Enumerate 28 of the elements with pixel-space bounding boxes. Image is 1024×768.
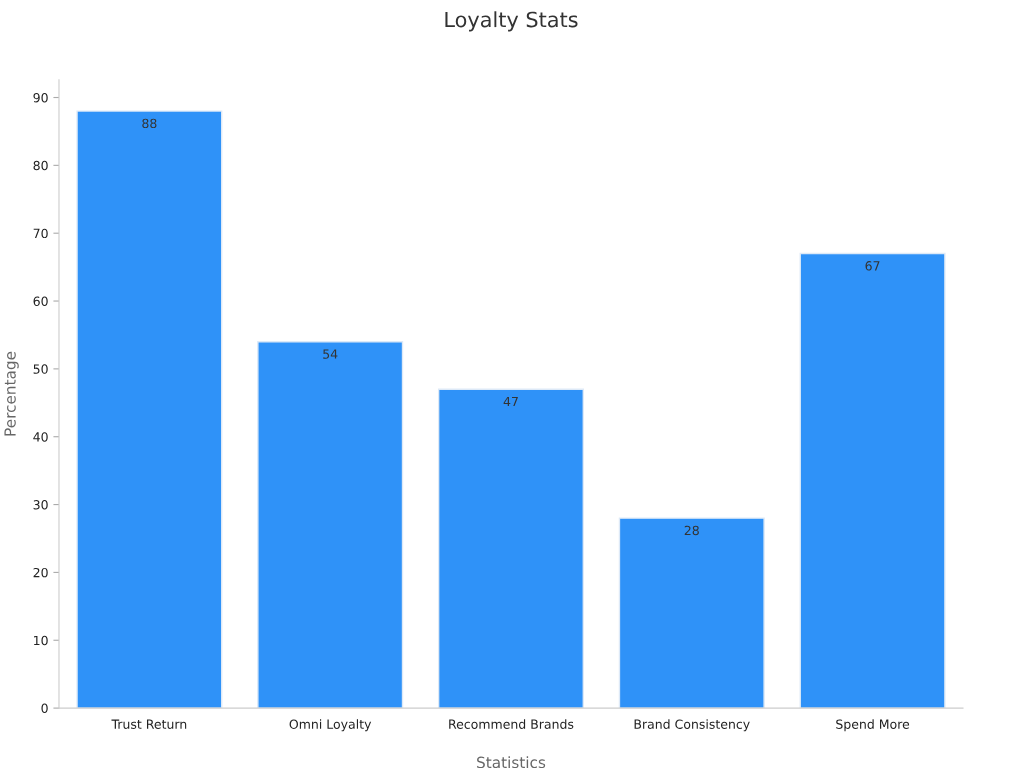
bar bbox=[76, 110, 223, 709]
data-label: 28 bbox=[684, 525, 699, 536]
y-tick-label: 70 bbox=[33, 228, 48, 239]
y-tick-label: 40 bbox=[33, 432, 48, 442]
chart-title: Loyalty Stats bbox=[445, 11, 578, 32]
y-tick-label: 30 bbox=[33, 500, 48, 510]
y-axis-title: Percentage bbox=[4, 351, 19, 436]
y-tick-label: 90 bbox=[33, 92, 48, 103]
x-tick-label: Recommend Brands bbox=[449, 719, 574, 729]
y-tick-label: 50 bbox=[33, 364, 48, 374]
bar bbox=[437, 388, 584, 709]
x-tick-label: Spend More bbox=[836, 719, 910, 732]
x-tick-label: Trust Return bbox=[111, 719, 187, 729]
x-tick-label: Omni Loyalty bbox=[289, 719, 372, 732]
x-axis-title: Statistics bbox=[477, 756, 546, 768]
bar bbox=[799, 252, 946, 709]
data-label: 47 bbox=[503, 396, 518, 407]
y-tick-label: 10 bbox=[34, 635, 48, 646]
data-label: 88 bbox=[142, 118, 157, 129]
y-tick-label: 20 bbox=[33, 567, 48, 578]
x-tick-label: Brand Consistency bbox=[634, 719, 750, 732]
bar bbox=[257, 341, 404, 709]
data-label: 67 bbox=[865, 261, 880, 271]
y-tick-label: 0 bbox=[41, 703, 48, 714]
bar bbox=[618, 517, 765, 709]
data-label: 54 bbox=[323, 349, 338, 359]
y-tick-label: 60 bbox=[33, 296, 48, 306]
y-tick-label: 80 bbox=[33, 160, 48, 171]
